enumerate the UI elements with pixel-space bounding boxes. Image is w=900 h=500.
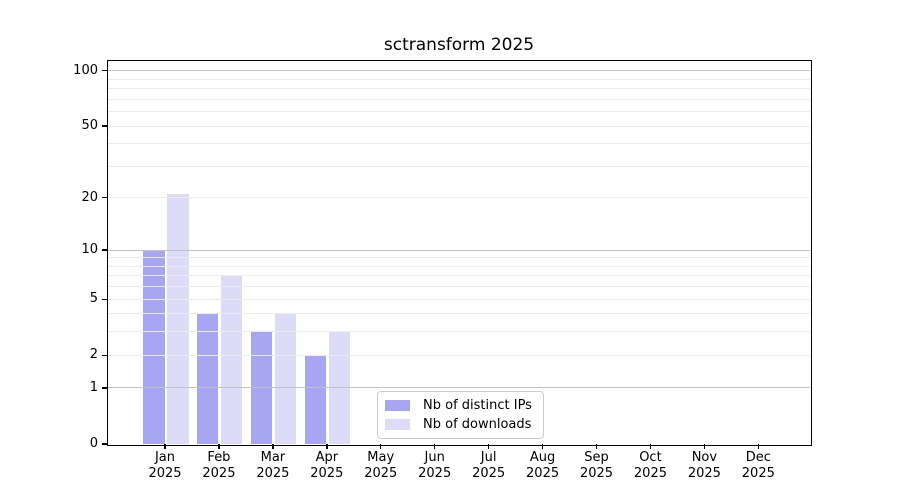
minor-gridline (108, 313, 810, 315)
minor-gridline (108, 125, 810, 127)
x-tick-label-year: 2025 (633, 466, 667, 481)
x-tick-label-year: 2025 (364, 466, 398, 481)
bars-layer (108, 61, 810, 444)
x-tick-label: Jan 2025 (135, 450, 195, 482)
gridlines-layer (108, 61, 810, 444)
major-gridline (108, 70, 810, 72)
x-tick-mark (703, 444, 706, 449)
y-tick-mark (102, 197, 108, 199)
legend-label-downloads: Nb of downloads (423, 417, 532, 432)
x-tick-label-year: 2025 (202, 466, 236, 481)
minor-gridline (108, 88, 810, 90)
y-tick-label: 5 (89, 291, 98, 307)
x-tick-mark (434, 444, 436, 449)
y-tick-mark (102, 70, 108, 72)
legend-swatch-distinct-ips (385, 400, 410, 411)
y-tick-mark (102, 354, 108, 356)
y-tick-label: 20 (81, 189, 98, 205)
y-tick-label: 50 (81, 118, 98, 134)
x-tick-label: Sep 2025 (567, 450, 627, 482)
y-tick-label: 10 (81, 242, 98, 258)
legend: Nb of distinct IPs Nb of downloads (377, 391, 544, 439)
y-tick-label: 2 (89, 347, 98, 363)
plot-area: Nb of distinct IPs Nb of downloads (106, 59, 812, 446)
y-tick-label: 100 (73, 62, 98, 78)
major-gridline (108, 387, 810, 389)
x-tick-label-year: 2025 (148, 466, 182, 481)
x-tick-label: Jun 2025 (405, 450, 465, 482)
minor-gridline (108, 143, 810, 145)
legend-item-distinct-ips: Nb of distinct IPs (385, 398, 532, 413)
x-tick-mark (488, 444, 490, 449)
bar-distinct-ips-jan (143, 250, 165, 444)
y-tick-mark (102, 298, 108, 300)
x-tick-label: Oct 2025 (620, 450, 680, 482)
x-tick-mark (218, 444, 220, 449)
minor-gridline (108, 165, 810, 167)
x-tick-label-year: 2025 (687, 466, 721, 481)
minor-gridline (108, 286, 810, 288)
bar-distinct-ips-feb (196, 313, 219, 444)
x-tick-label-year: 2025 (579, 466, 614, 481)
minor-gridline (108, 197, 810, 199)
minor-gridline (108, 78, 810, 80)
x-tick-label-year: 2025 (526, 466, 560, 481)
x-tick-label: Nov 2025 (674, 450, 734, 482)
y-tick-mark (102, 443, 108, 445)
minor-gridline (108, 354, 810, 356)
x-tick-label: Jul 2025 (459, 450, 519, 482)
y-tick-mark (102, 249, 108, 251)
minor-gridline (108, 257, 810, 259)
x-tick-mark (380, 444, 382, 449)
y-tick-label: 0 (89, 436, 98, 451)
chart-title: sctransform 2025 (383, 35, 535, 55)
x-tick-label-year: 2025 (310, 466, 344, 481)
bar-downloads-feb (220, 275, 243, 444)
x-tick-label: May 2025 (351, 450, 411, 482)
bar-downloads-jan (167, 194, 189, 444)
x-tick-label-year: 2025 (472, 466, 506, 481)
minor-gridline (108, 98, 810, 100)
x-tick-mark (164, 444, 166, 449)
minor-gridline (108, 331, 810, 333)
x-tick-mark (272, 444, 274, 449)
bar-distinct-ips-apr (304, 355, 327, 444)
x-tick-mark (541, 444, 544, 449)
x-tick-label: Dec 2025 (728, 450, 788, 482)
legend-swatch-downloads (385, 419, 410, 430)
y-tick-mark (102, 387, 108, 389)
x-tick-mark (595, 444, 598, 449)
minor-gridline (108, 265, 810, 267)
minor-gridline (108, 275, 810, 277)
major-gridline (108, 249, 810, 251)
x-tick-label-year: 2025 (741, 466, 775, 481)
y-tick-label: 1 (89, 379, 98, 395)
x-tick-mark (757, 444, 760, 449)
bar-downloads-mar (274, 313, 297, 444)
minor-gridline (108, 111, 810, 113)
x-tick-label: Feb 2025 (189, 450, 249, 482)
x-tick-label: Apr 2025 (297, 450, 357, 482)
x-tick-mark (326, 444, 328, 449)
y-tick-mark (102, 125, 108, 127)
legend-item-downloads: Nb of downloads (385, 417, 532, 432)
x-tick-label: Aug 2025 (513, 450, 573, 482)
x-tick-mark (649, 444, 652, 449)
x-tick-label: Mar 2025 (243, 450, 303, 482)
x-tick-label-year: 2025 (256, 466, 290, 481)
legend-label-distinct-ips: Nb of distinct IPs (423, 398, 532, 413)
x-tick-label-year: 2025 (418, 466, 452, 481)
minor-gridline (108, 298, 810, 300)
